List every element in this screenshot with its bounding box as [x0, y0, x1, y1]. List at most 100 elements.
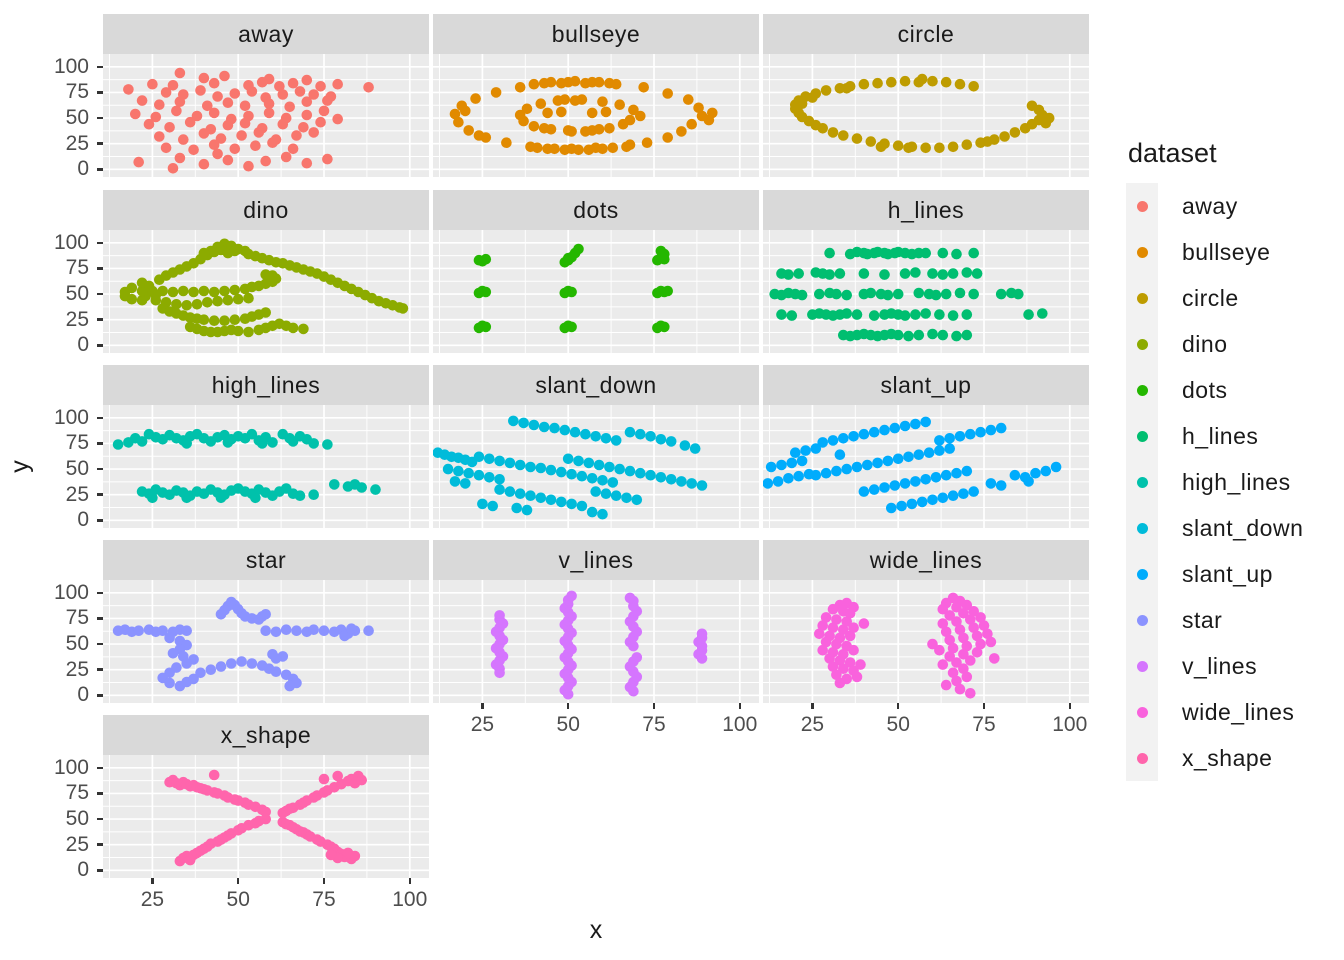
data-point: [174, 96, 186, 107]
data-point: [280, 624, 292, 635]
legend-item-dino: dino: [1126, 321, 1340, 367]
legend-label: away: [1182, 192, 1238, 219]
legend-key-h_lines: [1126, 413, 1158, 459]
data-point: [229, 88, 241, 99]
data-point: [827, 661, 839, 672]
data-point: [143, 118, 155, 130]
data-point: [573, 243, 584, 255]
data-point: [501, 137, 512, 148]
x-tick-label: 50: [886, 713, 910, 736]
data-point: [645, 469, 656, 481]
data-point: [184, 116, 196, 128]
data-point: [892, 140, 904, 151]
data-point: [208, 315, 220, 326]
data-point: [219, 315, 230, 326]
x-tick-mark: [567, 703, 570, 709]
y-tick-label: 100: [53, 405, 89, 429]
data-point: [913, 449, 925, 460]
data-point: [683, 94, 694, 105]
data-point: [610, 490, 622, 501]
data-point: [703, 114, 715, 126]
data-point: [150, 294, 162, 306]
points-layer-slant_up: [763, 416, 1062, 514]
data-point: [239, 100, 251, 112]
data-point: [910, 309, 921, 320]
data-point: [256, 76, 268, 88]
data-point: [899, 75, 911, 87]
data-point: [954, 287, 966, 299]
data-point: [181, 658, 192, 669]
data-point: [965, 655, 976, 666]
data-point: [920, 308, 931, 319]
data-point: [532, 142, 543, 154]
data-point: [490, 87, 502, 98]
data-point: [123, 84, 134, 95]
y-tick-mark: [97, 694, 103, 697]
data-point: [607, 142, 619, 154]
data-point: [631, 652, 643, 663]
data-point: [260, 609, 271, 620]
data-point: [865, 136, 877, 147]
data-point: [896, 500, 907, 512]
legend-item-slant_down: slant_down: [1126, 505, 1340, 551]
data-point: [995, 480, 1007, 491]
facet-strip-x_shape: x_shape: [103, 715, 429, 755]
legend-label: x_shape: [1182, 744, 1273, 771]
data-point: [995, 422, 1007, 434]
data-point: [906, 498, 918, 510]
data-point: [308, 89, 319, 100]
data-point: [322, 439, 333, 450]
data-point: [212, 91, 223, 102]
data-point: [222, 119, 234, 131]
legend-key-slant_down: [1126, 505, 1158, 551]
data-point: [583, 457, 595, 469]
data-point: [511, 502, 522, 514]
data-point: [899, 478, 911, 489]
points-layer-away: [123, 67, 374, 174]
data-point: [937, 492, 949, 504]
data-point: [586, 107, 598, 119]
data-point: [562, 252, 574, 264]
data-point: [178, 285, 189, 297]
data-point: [920, 416, 931, 428]
facet-strip-circle: circle: [763, 14, 1089, 54]
data-point: [229, 143, 241, 155]
legend-label: bullseye: [1182, 238, 1271, 265]
data-point: [566, 590, 577, 602]
points-layer-x_shape: [164, 769, 367, 867]
data-point: [188, 144, 199, 156]
data-point: [834, 655, 846, 666]
data-point: [600, 106, 612, 118]
data-point: [796, 455, 808, 467]
data-point: [810, 469, 822, 481]
data-point: [899, 268, 911, 279]
data-point: [274, 81, 285, 92]
data-point: [232, 325, 244, 337]
data-point: [831, 638, 842, 650]
data-point: [222, 154, 234, 166]
y-tick-mark: [97, 817, 103, 821]
y-tick-mark: [97, 519, 103, 522]
data-point: [315, 116, 326, 128]
data-point: [913, 287, 925, 299]
x-tick-label: 25: [140, 888, 165, 911]
data-point: [838, 130, 849, 141]
data-point: [586, 473, 598, 484]
data-point: [903, 142, 914, 154]
legend-key-slant_up: [1126, 551, 1158, 597]
data-point: [215, 661, 227, 672]
legend-key-star: [1126, 597, 1158, 643]
x-tick-label: 50: [226, 888, 250, 911]
facet-panel-h_lines: [763, 230, 1089, 353]
data-point: [298, 122, 309, 133]
data-point: [566, 321, 577, 333]
y-tick-mark: [97, 493, 103, 496]
data-point: [940, 679, 952, 691]
data-point: [920, 474, 931, 485]
data-point: [174, 152, 186, 164]
data-point: [971, 630, 983, 642]
data-point: [208, 286, 220, 298]
data-point: [535, 492, 547, 504]
data-point: [831, 465, 842, 477]
y-tick-label: 0: [77, 333, 89, 357]
